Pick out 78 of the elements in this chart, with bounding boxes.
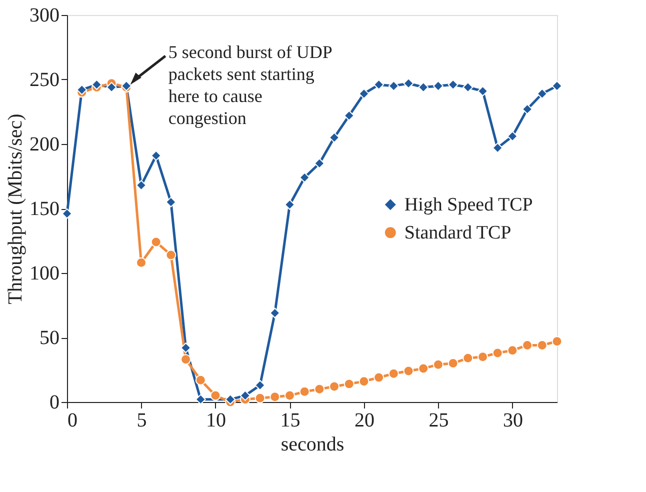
legend-label: Standard TCP — [404, 222, 512, 244]
point — [136, 180, 146, 191]
point — [403, 78, 414, 89]
point — [388, 80, 399, 92]
point — [374, 372, 384, 383]
point — [492, 348, 503, 358]
point — [225, 394, 236, 405]
point — [284, 390, 295, 401]
legend-label: High Speed TCP — [404, 194, 533, 216]
point — [374, 79, 384, 90]
point — [507, 345, 518, 356]
y-tick-label: 50 — [40, 327, 60, 349]
point — [254, 380, 266, 390]
point — [403, 366, 414, 376]
x-tick-label: 30 — [502, 410, 523, 432]
point — [91, 79, 102, 90]
y-tick-label: 250 — [30, 69, 60, 91]
point — [240, 390, 250, 401]
point — [432, 359, 444, 370]
y-tick-label: 150 — [30, 198, 60, 220]
point — [462, 82, 474, 92]
point — [329, 381, 340, 392]
point — [418, 363, 429, 374]
point — [478, 352, 488, 362]
point — [150, 150, 162, 161]
point — [344, 378, 354, 390]
point — [254, 392, 266, 404]
x-tick-label: 5 — [136, 410, 147, 432]
point — [195, 374, 206, 386]
point — [536, 340, 548, 350]
y-tick-label: 200 — [30, 134, 60, 156]
point — [270, 392, 280, 402]
point — [507, 131, 518, 142]
point — [552, 80, 562, 92]
point — [448, 79, 458, 90]
y-axis-title: Throughput (Mbits/sec) — [4, 114, 26, 304]
point — [314, 158, 325, 169]
point — [284, 199, 295, 210]
point — [388, 368, 399, 379]
x-tick-label: 10 — [206, 410, 226, 432]
point — [299, 386, 310, 397]
point — [299, 172, 310, 183]
y-tick-label: 100 — [30, 262, 60, 284]
point — [344, 110, 354, 121]
point — [522, 104, 533, 114]
point — [106, 82, 117, 92]
point — [478, 86, 488, 96]
x-tick-label: 15 — [280, 410, 300, 432]
x-tick-label: 20 — [354, 410, 374, 432]
point — [270, 308, 280, 318]
point — [210, 390, 221, 401]
y-tick-label: 300 — [30, 4, 60, 26]
point — [180, 354, 192, 365]
point — [62, 208, 72, 219]
point — [462, 352, 474, 364]
y-tick-label: 0 — [50, 392, 60, 414]
point — [166, 196, 176, 208]
x-tick-label: 25 — [428, 410, 449, 432]
point — [522, 340, 533, 350]
annotation: 5 second burst of UDP packets sent starting here to cause congestion — [168, 42, 332, 128]
point — [166, 250, 176, 260]
point — [358, 376, 370, 387]
point — [136, 257, 146, 268]
point — [76, 84, 88, 96]
point — [180, 342, 192, 354]
point — [552, 336, 562, 347]
point — [492, 142, 503, 154]
point — [418, 82, 429, 92]
point — [195, 394, 206, 405]
x-axis-title: seconds — [280, 434, 344, 456]
point — [329, 132, 340, 143]
point — [536, 88, 548, 99]
point — [448, 358, 458, 369]
point — [358, 88, 370, 99]
point — [314, 384, 325, 394]
point — [150, 236, 162, 248]
point — [432, 80, 444, 92]
x-tick-label: 0 — [68, 410, 78, 432]
